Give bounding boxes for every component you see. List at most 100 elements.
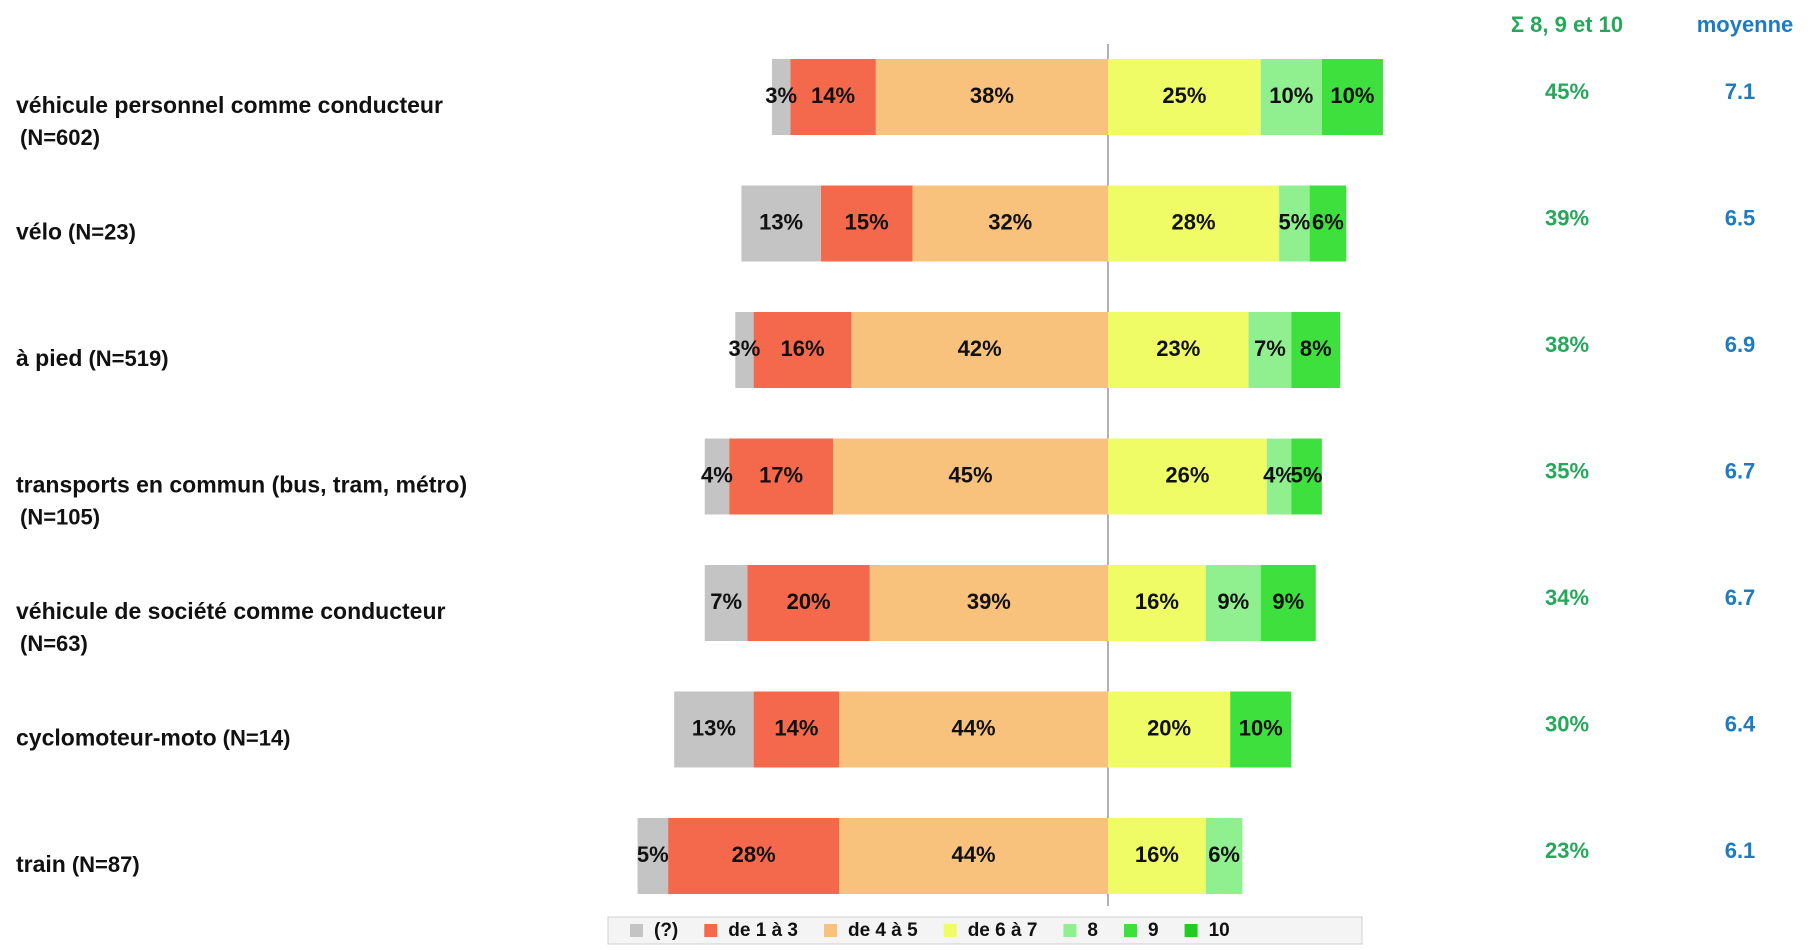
segment-label: 7% [710,589,742,614]
bar-segment [729,438,834,515]
bar-segment [820,185,913,262]
segment-label: 28% [1172,209,1216,234]
sum-value: 23% [1545,838,1589,863]
bar-segment [1321,59,1383,135]
bar-segment [1108,691,1231,768]
segment-label: 9% [1272,589,1304,614]
mean-value: 6.7 [1725,458,1756,483]
bar-segment [833,438,1108,515]
category-label: transports en commun (bus, tram, métro) [16,472,467,498]
legend-box [607,916,1363,945]
legend-label: 9 [1148,920,1159,941]
sum-value: 34% [1545,585,1589,610]
category-label: à pied [16,345,82,371]
legend-swatch [1124,924,1137,937]
bar-segment [869,565,1108,641]
segment-label: 10% [1239,715,1283,740]
segment-label: 5% [1291,462,1323,487]
legend-swatch [630,924,643,937]
segment-label: 17% [759,462,803,487]
bar-segment [668,818,840,894]
bar-segment [875,59,1108,135]
legend-label: de 1 à 3 [728,920,798,941]
mean-header: moyenne [1697,12,1794,37]
segment-label: 10% [1269,83,1313,108]
sum-value: 30% [1545,711,1589,736]
bar-segment [735,312,754,388]
sample-size: (N=87) [72,852,140,877]
legend-label: (?) [654,920,678,941]
segment-label: 4% [701,462,733,487]
legend-label: 8 [1087,920,1098,941]
sample-size: (N=519) [88,346,168,371]
legend-swatch [704,924,718,937]
segment-label: 16% [1135,842,1179,867]
mean-value: 6.4 [1725,711,1756,736]
segment-label: 42% [958,336,1002,361]
segment-label: 5% [1278,209,1310,234]
bar-segment [741,185,821,262]
bar-segment [1108,185,1280,262]
segment-label: 3% [729,336,761,361]
segment-label: 39% [967,589,1011,614]
bar-segment [1108,59,1261,135]
sum-value: 38% [1545,332,1589,357]
category-label: cyclomoteur-moto [16,725,217,751]
segment-label: 23% [1156,336,1200,361]
segment-label: 10% [1330,83,1374,108]
segment-label: 6% [1312,209,1344,234]
sum-value: 39% [1545,205,1589,230]
category-label: vélo [16,219,62,245]
bar-segment [1205,818,1243,894]
legend-swatch [943,924,957,937]
bar-segment [1266,438,1292,515]
bar-segment [753,691,840,768]
sample-size: (N=14) [223,725,291,750]
category-label: véhicule de société comme conducteur [16,598,446,624]
sample-size: (N=63) [20,631,88,656]
bar-segment [1260,59,1322,135]
segment-label: 7% [1254,336,1286,361]
mean-value: 6.7 [1725,585,1756,610]
legend-label: de 6 à 7 [968,920,1038,941]
bar-segment [1230,691,1292,768]
segment-label: 4% [1263,462,1295,487]
segment-label: 45% [949,462,993,487]
bar-segment [753,312,852,388]
segment-label: 3% [765,83,797,108]
bar-segment [771,59,791,135]
sum-header: Σ 8, 9 et 10 [1511,12,1623,37]
legend-label: de 4 à 5 [848,920,918,941]
bar-segment [674,691,754,768]
segment-label: 8% [1300,336,1332,361]
segment-label: 5% [637,842,669,867]
mean-value: 6.9 [1725,332,1756,357]
bar-segment [790,59,876,135]
segment-label: 32% [988,209,1032,234]
bar-segment [1248,312,1292,388]
legend-label: 10 [1209,920,1230,941]
segment-label: 16% [1135,589,1179,614]
sum-value: 45% [1545,79,1589,104]
bar-segment [747,565,870,641]
segment-label: 13% [692,715,736,740]
segment-label: 13% [759,209,803,234]
bar-segment [1291,438,1322,515]
sum-value: 35% [1545,458,1589,483]
segment-label: 20% [787,589,831,614]
legend-swatch [1184,924,1198,937]
segment-label: 26% [1165,462,1209,487]
mean-value: 7.1 [1725,79,1756,104]
segment-label: 44% [952,715,996,740]
bar-segment [1108,565,1206,641]
segment-label: 9% [1217,589,1249,614]
category-label: véhicule personnel comme conducteur [16,92,443,118]
bar-segment [851,312,1108,388]
segment-label: 6% [1208,842,1240,867]
bar-segment [704,565,748,641]
sample-size: (N=23) [68,219,136,244]
bar-segment [1108,818,1206,894]
segment-label: 14% [774,715,818,740]
segment-label: 44% [952,842,996,867]
